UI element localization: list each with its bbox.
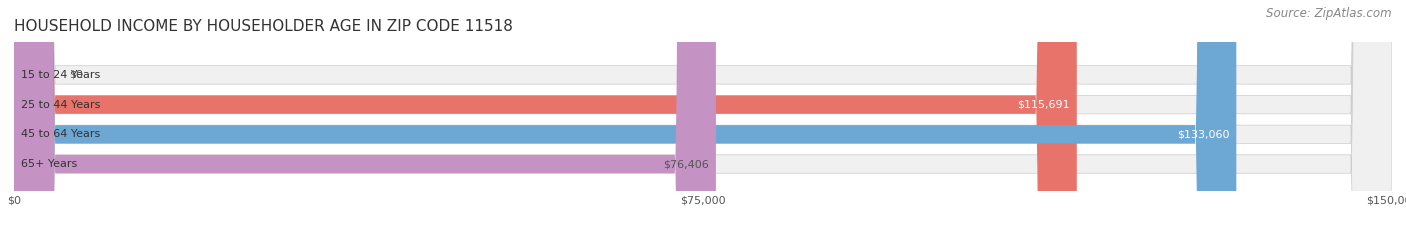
FancyBboxPatch shape [14, 0, 1392, 233]
Text: $115,691: $115,691 [1018, 100, 1070, 110]
FancyBboxPatch shape [14, 0, 1392, 233]
Text: HOUSEHOLD INCOME BY HOUSEHOLDER AGE IN ZIP CODE 11518: HOUSEHOLD INCOME BY HOUSEHOLDER AGE IN Z… [14, 19, 513, 34]
FancyBboxPatch shape [14, 0, 716, 233]
Text: Source: ZipAtlas.com: Source: ZipAtlas.com [1267, 7, 1392, 20]
FancyBboxPatch shape [14, 0, 1077, 233]
Text: $76,406: $76,406 [664, 159, 709, 169]
FancyBboxPatch shape [14, 0, 1236, 233]
Text: 65+ Years: 65+ Years [21, 159, 77, 169]
Text: 45 to 64 Years: 45 to 64 Years [21, 129, 100, 139]
FancyBboxPatch shape [14, 0, 1392, 233]
Text: $133,060: $133,060 [1177, 129, 1229, 139]
FancyBboxPatch shape [14, 0, 1392, 233]
Text: $0: $0 [69, 70, 83, 80]
Text: 15 to 24 Years: 15 to 24 Years [21, 70, 100, 80]
Text: 25 to 44 Years: 25 to 44 Years [21, 100, 100, 110]
